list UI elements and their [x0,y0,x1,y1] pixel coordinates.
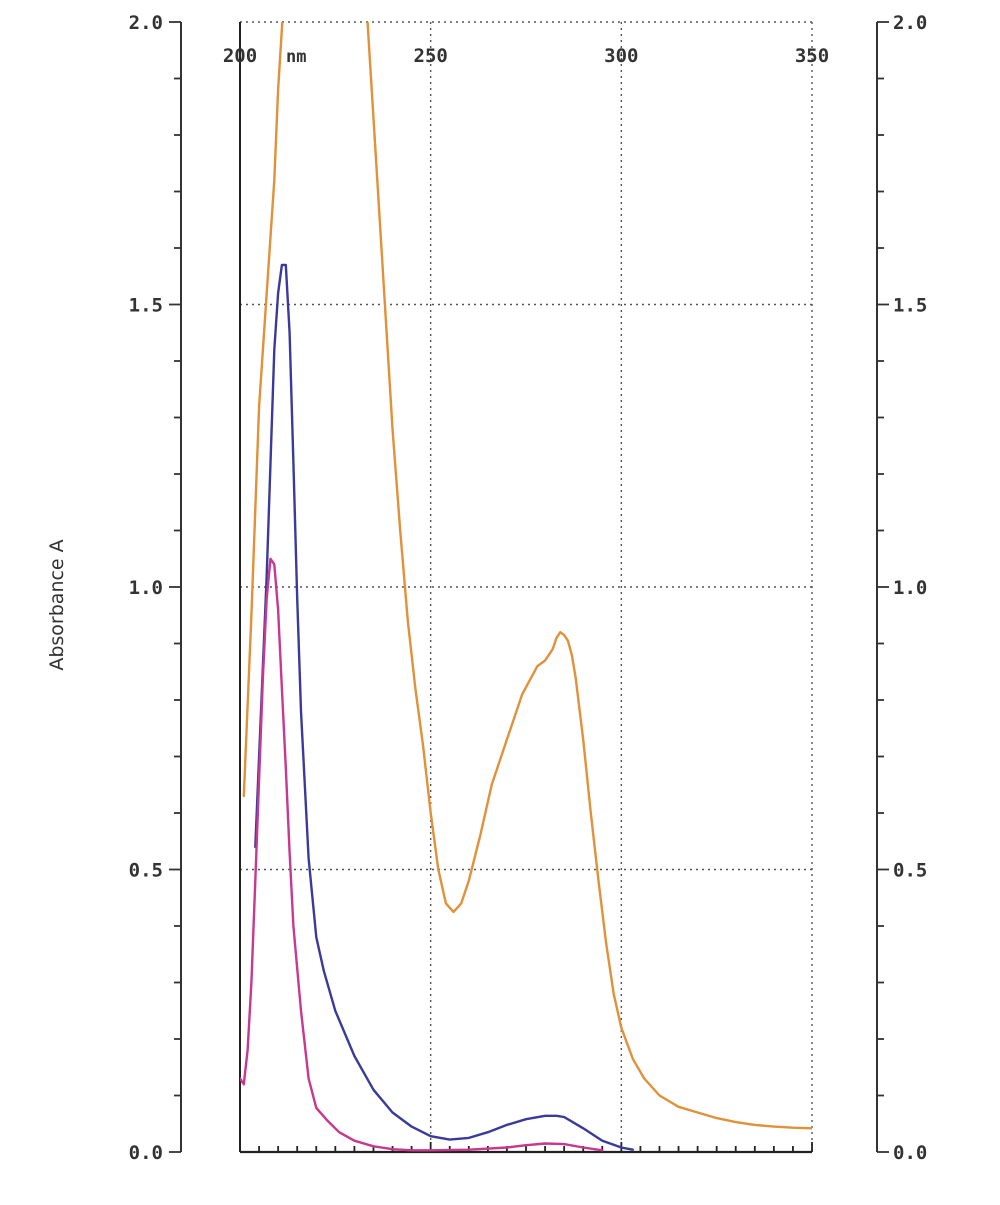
tick-labels: 0.0 0.5 1.0 1.5 2.0 0.0 0.5 1.0 1.5 2.0 200 250 300 3… [129,12,928,1164]
series-lines [240,22,812,1152]
x-tick-label: 200 [223,45,257,67]
series-line-2 [254,263,634,1151]
tick-marks [169,21,889,1153]
y-tick-label-right: 1.5 [893,295,927,317]
series-line-3 [240,557,604,1152]
x-tick-label: 250 [414,45,448,67]
x-tick-label: 350 [795,45,829,67]
y-tick-label-left: 1.5 [129,295,163,317]
series-clip-group [240,22,812,1152]
y-tick-label-right: 0.5 [893,860,927,882]
y-tick-label-left: 1.0 [129,577,163,599]
y-tick-label-right: 2.0 [893,12,927,34]
y-tick-label-left: 0.0 [129,1142,163,1164]
y-tick-label-left: 0.5 [129,860,163,882]
x-unit-label: nm [286,47,306,67]
x-tick-label: 300 [604,45,638,67]
y-tick-label-right: 1.0 [893,577,927,599]
y-tick-label-left: 2.0 [129,12,163,34]
series-line-1 [242,22,812,1130]
y-tick-label-right: 0.0 [893,1142,927,1164]
y-axis-title: Absorbance A [46,539,68,670]
grid-lines [240,21,813,1152]
